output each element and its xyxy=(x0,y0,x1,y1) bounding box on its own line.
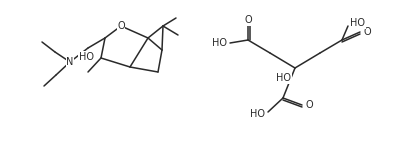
Text: HO: HO xyxy=(276,73,291,83)
Text: O: O xyxy=(364,27,372,37)
Text: HO: HO xyxy=(212,38,227,48)
Text: HO: HO xyxy=(250,109,265,119)
Text: O: O xyxy=(306,100,314,110)
Text: O: O xyxy=(244,15,252,25)
Text: N: N xyxy=(66,57,74,67)
Text: HO: HO xyxy=(350,18,365,28)
Text: HO: HO xyxy=(79,52,94,62)
Text: O: O xyxy=(117,21,125,31)
